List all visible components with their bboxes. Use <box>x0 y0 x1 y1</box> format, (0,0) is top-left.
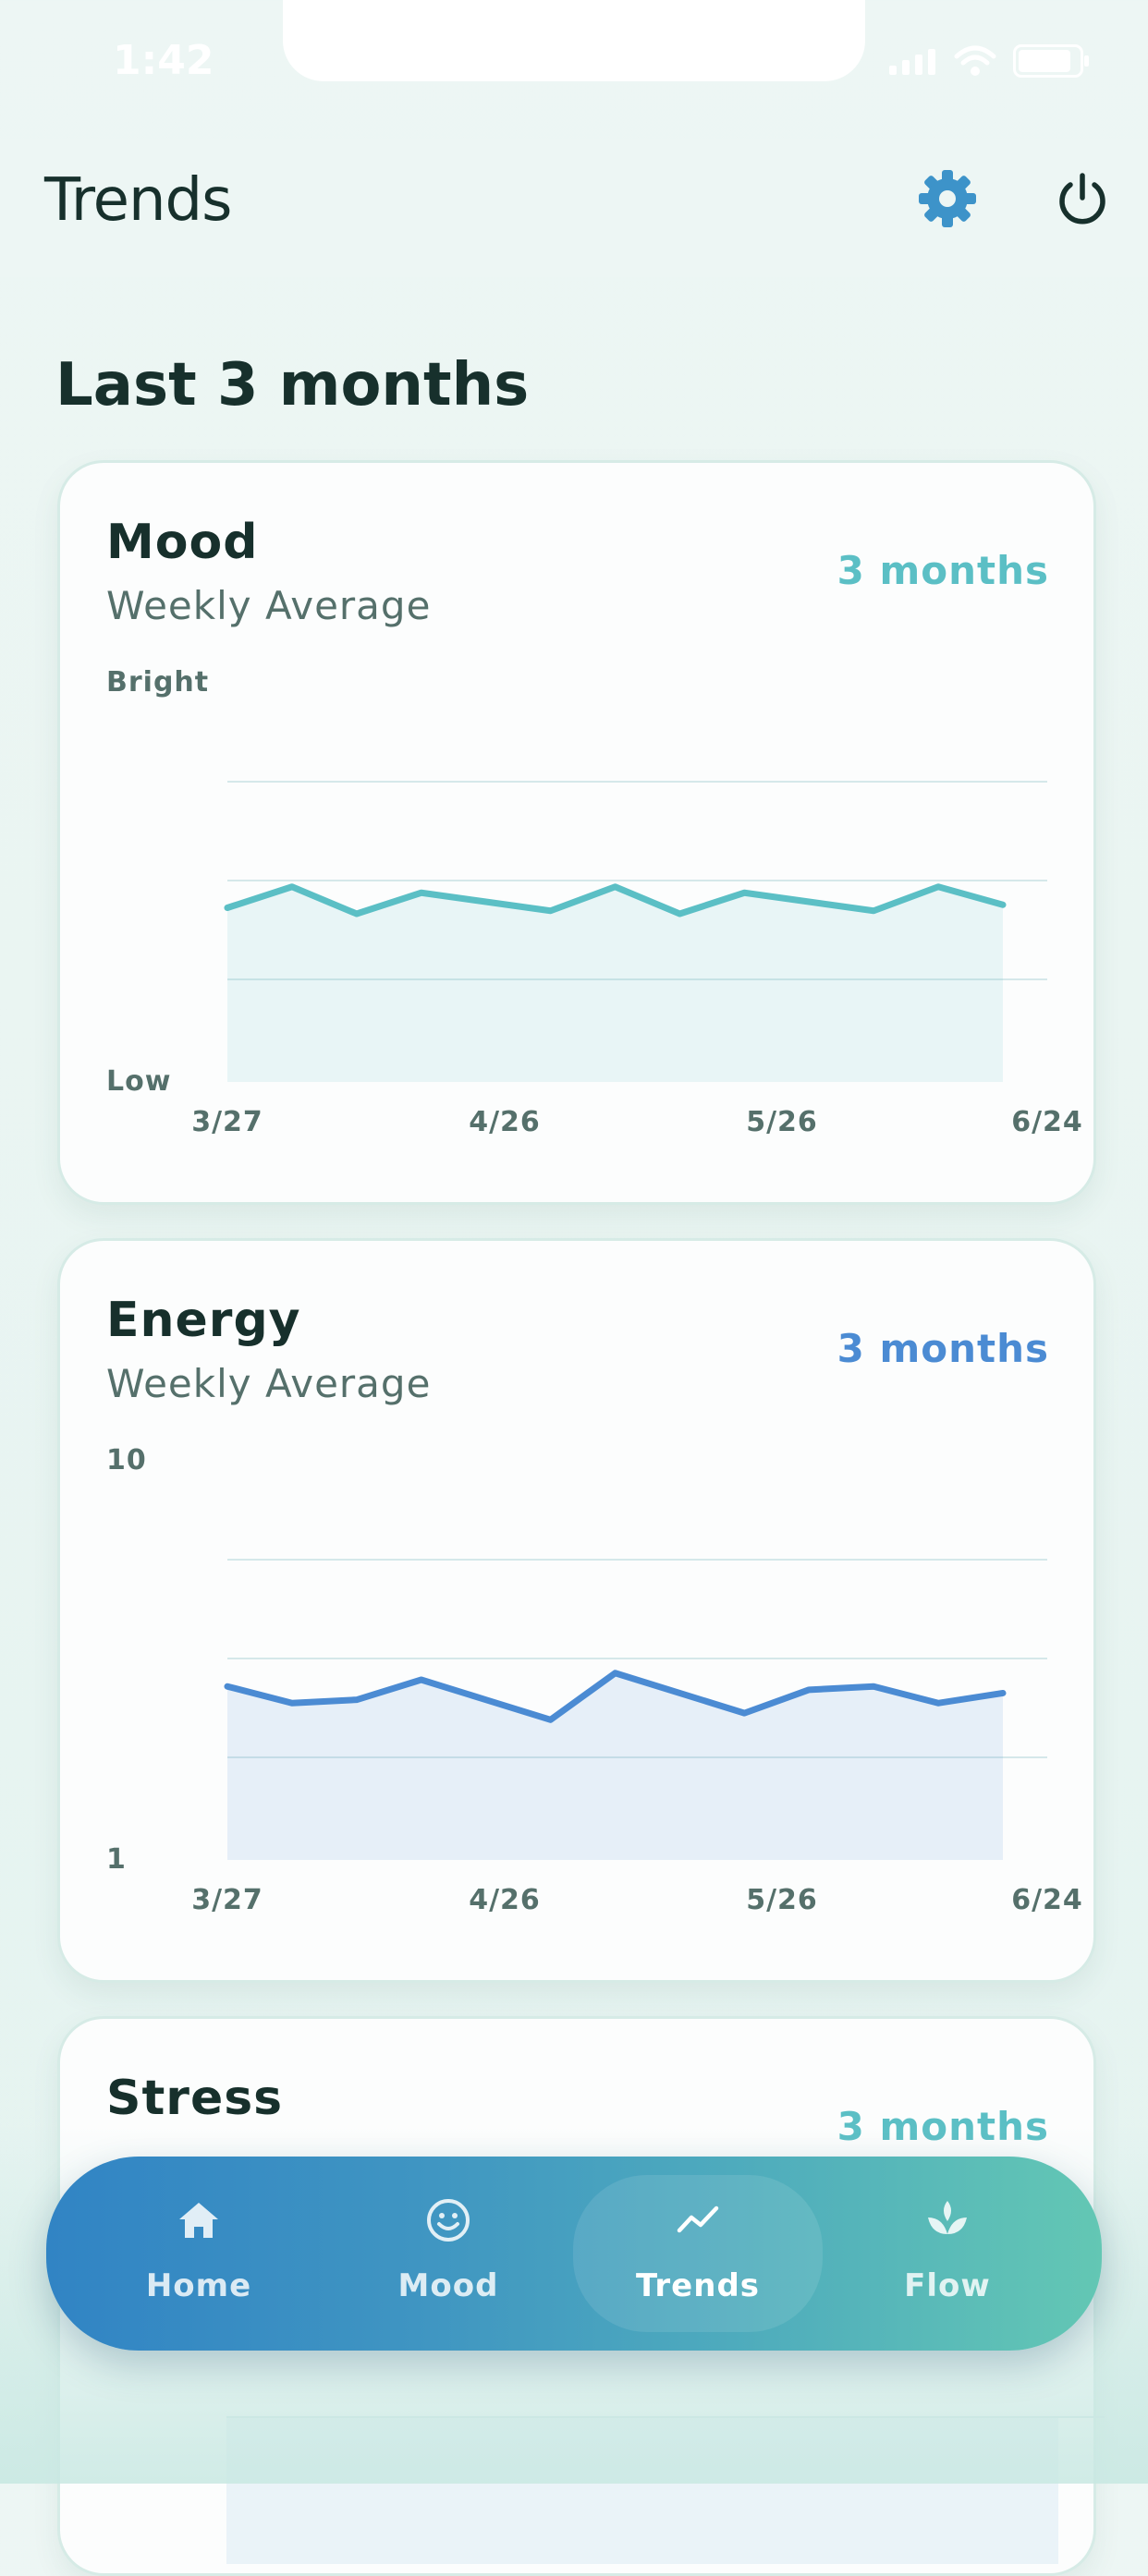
tab-trends[interactable]: Trends <box>573 2157 823 2351</box>
mood-line-chart <box>60 463 1093 1202</box>
power-icon[interactable] <box>1050 166 1115 231</box>
series-area <box>227 887 1003 1082</box>
tab-flow[interactable]: Flow <box>823 2157 1072 2351</box>
device-notch <box>283 0 865 81</box>
card-title: Stress <box>106 2071 283 2126</box>
cellular-signal-icon <box>889 47 937 75</box>
wifi-icon <box>954 45 996 77</box>
status-time: 1:42 <box>113 37 214 84</box>
tab-label: Mood <box>324 2267 573 2304</box>
tab-label: Trends <box>573 2267 823 2304</box>
settings-gear-icon[interactable] <box>915 166 980 231</box>
home-icon <box>176 2197 222 2243</box>
smiley-icon <box>425 2197 471 2243</box>
status-bar: 1:42 <box>0 0 1148 120</box>
trend-line-icon <box>675 2197 721 2243</box>
page-title: Trends <box>44 166 232 235</box>
energy-line-chart <box>60 1241 1093 1980</box>
battery-icon <box>1013 44 1083 78</box>
lotus-icon <box>924 2197 971 2243</box>
energy-trend-card[interactable]: Energy Weekly Average 3 months 10 1 3/27… <box>57 1238 1096 1983</box>
tab-label: Home <box>74 2267 324 2304</box>
tab-home[interactable]: Home <box>74 2157 324 2351</box>
tab-mood[interactable]: Mood <box>324 2157 573 2351</box>
status-icons <box>889 44 1083 78</box>
mood-trend-card[interactable]: Mood Weekly Average 3 months Bright Low … <box>57 460 1096 1205</box>
bottom-tab-bar: Home Mood Trends Flow <box>46 2157 1102 2351</box>
section-title: Last 3 months <box>55 351 529 419</box>
tab-label: Flow <box>823 2267 1072 2304</box>
